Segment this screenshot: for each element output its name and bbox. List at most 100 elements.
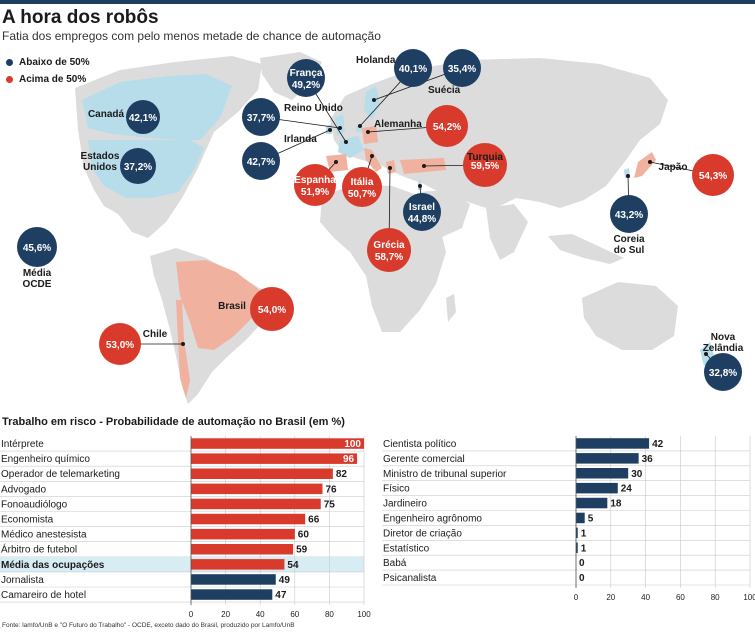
land-madagascar (446, 294, 456, 322)
country-name-estados-unidos: Estados Unidos (81, 151, 120, 173)
tick-label-40: 40 (256, 610, 265, 619)
country-name-coreia-do-sul: Coreia do Sul (613, 234, 645, 256)
bar-value-arbitro-de-futebol: 59 (296, 545, 308, 556)
bar-medico-anestesista (191, 528, 295, 540)
top-rule (0, 0, 755, 4)
bar-value-economista: 66 (308, 515, 320, 526)
bar-value-engenheiro-quimico: 96 (343, 454, 355, 465)
bubble-circle-espanha (294, 164, 336, 206)
land-uk (335, 114, 345, 136)
bubble-japao: 54,3% Japão (659, 154, 734, 196)
bubble-suecia: 35,4% Suécia (428, 49, 481, 96)
bar-engenheiro-agronomo (576, 512, 585, 524)
marker-dot-irlanda (328, 128, 332, 132)
bubble-circle-holanda (394, 49, 432, 87)
land-germany (362, 126, 378, 144)
bubble-circle-media-ocde (17, 227, 57, 267)
country-name-japao: Japão (659, 162, 688, 173)
bar-value-media-das-ocupacoes: 54 (287, 560, 299, 571)
legend-above-label: Acima de 50% (19, 74, 87, 85)
bubble-coreia-do-sul: 43,2% Coreia do Sul (610, 195, 648, 256)
bubble-circle-coreia-do-sul (610, 195, 648, 233)
bubble-reino-unido: 37,7% Reino Unido (242, 98, 343, 136)
bubble-circle-turquia (463, 143, 507, 187)
bar-label-fonoaudiologo: Fonoaudiólogo (1, 499, 68, 510)
bubble-irlanda: 42,7% Irlanda (242, 134, 317, 180)
marker-dot-coreia-do-sul (626, 174, 630, 178)
bar-chart-title: Trabalho em risco - Probabilidade de aut… (2, 416, 345, 428)
country-value-canada: 42,1% (129, 113, 157, 124)
bubble-holanda: 40,1%Holanda (356, 49, 432, 87)
country-name-franca: França (290, 68, 323, 79)
bar-label-advogado: Advogado (1, 484, 46, 495)
bubble-canada: 42,1% Canadá (88, 100, 160, 134)
bar-value-jornalista: 49 (279, 575, 291, 586)
bar-label-economista: Economista (1, 515, 54, 526)
country-name-alemanha: Alemanha (374, 119, 422, 130)
legend-above: Acima de 50% (6, 74, 86, 85)
country-value-israel: 44,8% (408, 214, 436, 225)
bar-fisico (576, 482, 618, 494)
tick-label-60: 60 (290, 610, 299, 619)
country-value-grecia: 58,7% (375, 252, 403, 263)
bar-value-fisico: 24 (621, 484, 633, 495)
bubble-circle-reino-unido (242, 98, 280, 136)
bubble-circle-alemanha (426, 105, 468, 147)
bar-value-medico-anestesista: 60 (298, 530, 310, 541)
bar-gerente-comercial (576, 453, 639, 464)
bar-panel-1: 0 20 40 60 80 100 Intérprete 100 Engenheiro quím… (0, 436, 371, 619)
land-southeast-asia (548, 234, 624, 264)
bar-value-jardineiro: 18 (610, 499, 622, 510)
bubble-circle-suecia (443, 49, 481, 87)
country-value-irlanda: 42,7% (247, 157, 275, 168)
bar-operador-de-telemarketing (191, 468, 333, 479)
bar-label-estatistico: Estatístico (383, 543, 430, 554)
bar-value-baba: 0 (579, 558, 585, 569)
land-australia (582, 282, 678, 350)
marker-dot-nova-zelandia (704, 352, 708, 356)
bar-jornalista (191, 574, 276, 585)
bar-value-interprete: 100 (344, 439, 361, 450)
country-name-chile: Chile (143, 329, 168, 340)
bubble-circle-grecia (367, 228, 411, 272)
country-value-alemanha: 54,2% (433, 122, 461, 133)
country-value-media-ocde: 45,6% (23, 243, 51, 254)
country-name-italia: Itália (351, 177, 374, 188)
bar-fonoaudiologo (191, 498, 321, 510)
land-canada (82, 74, 232, 140)
country-name-grecia: Grécia (373, 240, 405, 251)
bar-label-operador-de-telemarketing: Operador de telemarketing (1, 469, 120, 480)
country-value-chile: 53,0% (106, 340, 134, 351)
marker-dot-grecia (388, 166, 392, 170)
marker-dot-italia (370, 154, 374, 158)
bar-label-gerente-comercial: Gerente comercial (383, 454, 465, 465)
country-value-reino-unido: 37,7% (247, 113, 275, 124)
bar-media-das-ocupacoes (191, 559, 285, 570)
country-name-media-ocde: Média OCDE (23, 268, 52, 290)
bar-advogado (191, 483, 323, 495)
bubble-circle-israel (403, 193, 441, 231)
bar-interprete (191, 438, 364, 449)
country-name-suecia: Suécia (428, 85, 461, 96)
legend-below-dot (6, 58, 13, 66)
bubble-brasil: 54,0% Brasil (218, 287, 294, 331)
tick-label-80: 80 (711, 593, 720, 602)
country-value-nova-zelandia: 32,8% (709, 368, 737, 379)
bar-value-gerente-comercial: 36 (642, 454, 654, 465)
bar-label-media-das-ocupacoes: Média das ocupações (1, 560, 105, 571)
bar-label-engenheiro-quimico: Engenheiro químico (1, 454, 90, 465)
country-name-holanda: Holanda (356, 55, 396, 66)
bar-label-arbitro-de-futebol: Árbitro de futebol (1, 543, 77, 556)
bubble-chile: 53,0% Chile (99, 323, 168, 365)
bubble-circle-nova-zelandia (704, 353, 742, 391)
marker-dot-alemanha (366, 130, 370, 134)
bubble-circle-franca (287, 59, 325, 97)
bar-economista (191, 513, 306, 525)
country-name-nova-zelandia: Nova Zelândia (703, 332, 744, 354)
country-value-coreia-do-sul: 43,2% (615, 210, 643, 221)
bar-value-engenheiro-agronomo: 5 (588, 514, 594, 525)
tick-label-100: 100 (357, 610, 371, 619)
